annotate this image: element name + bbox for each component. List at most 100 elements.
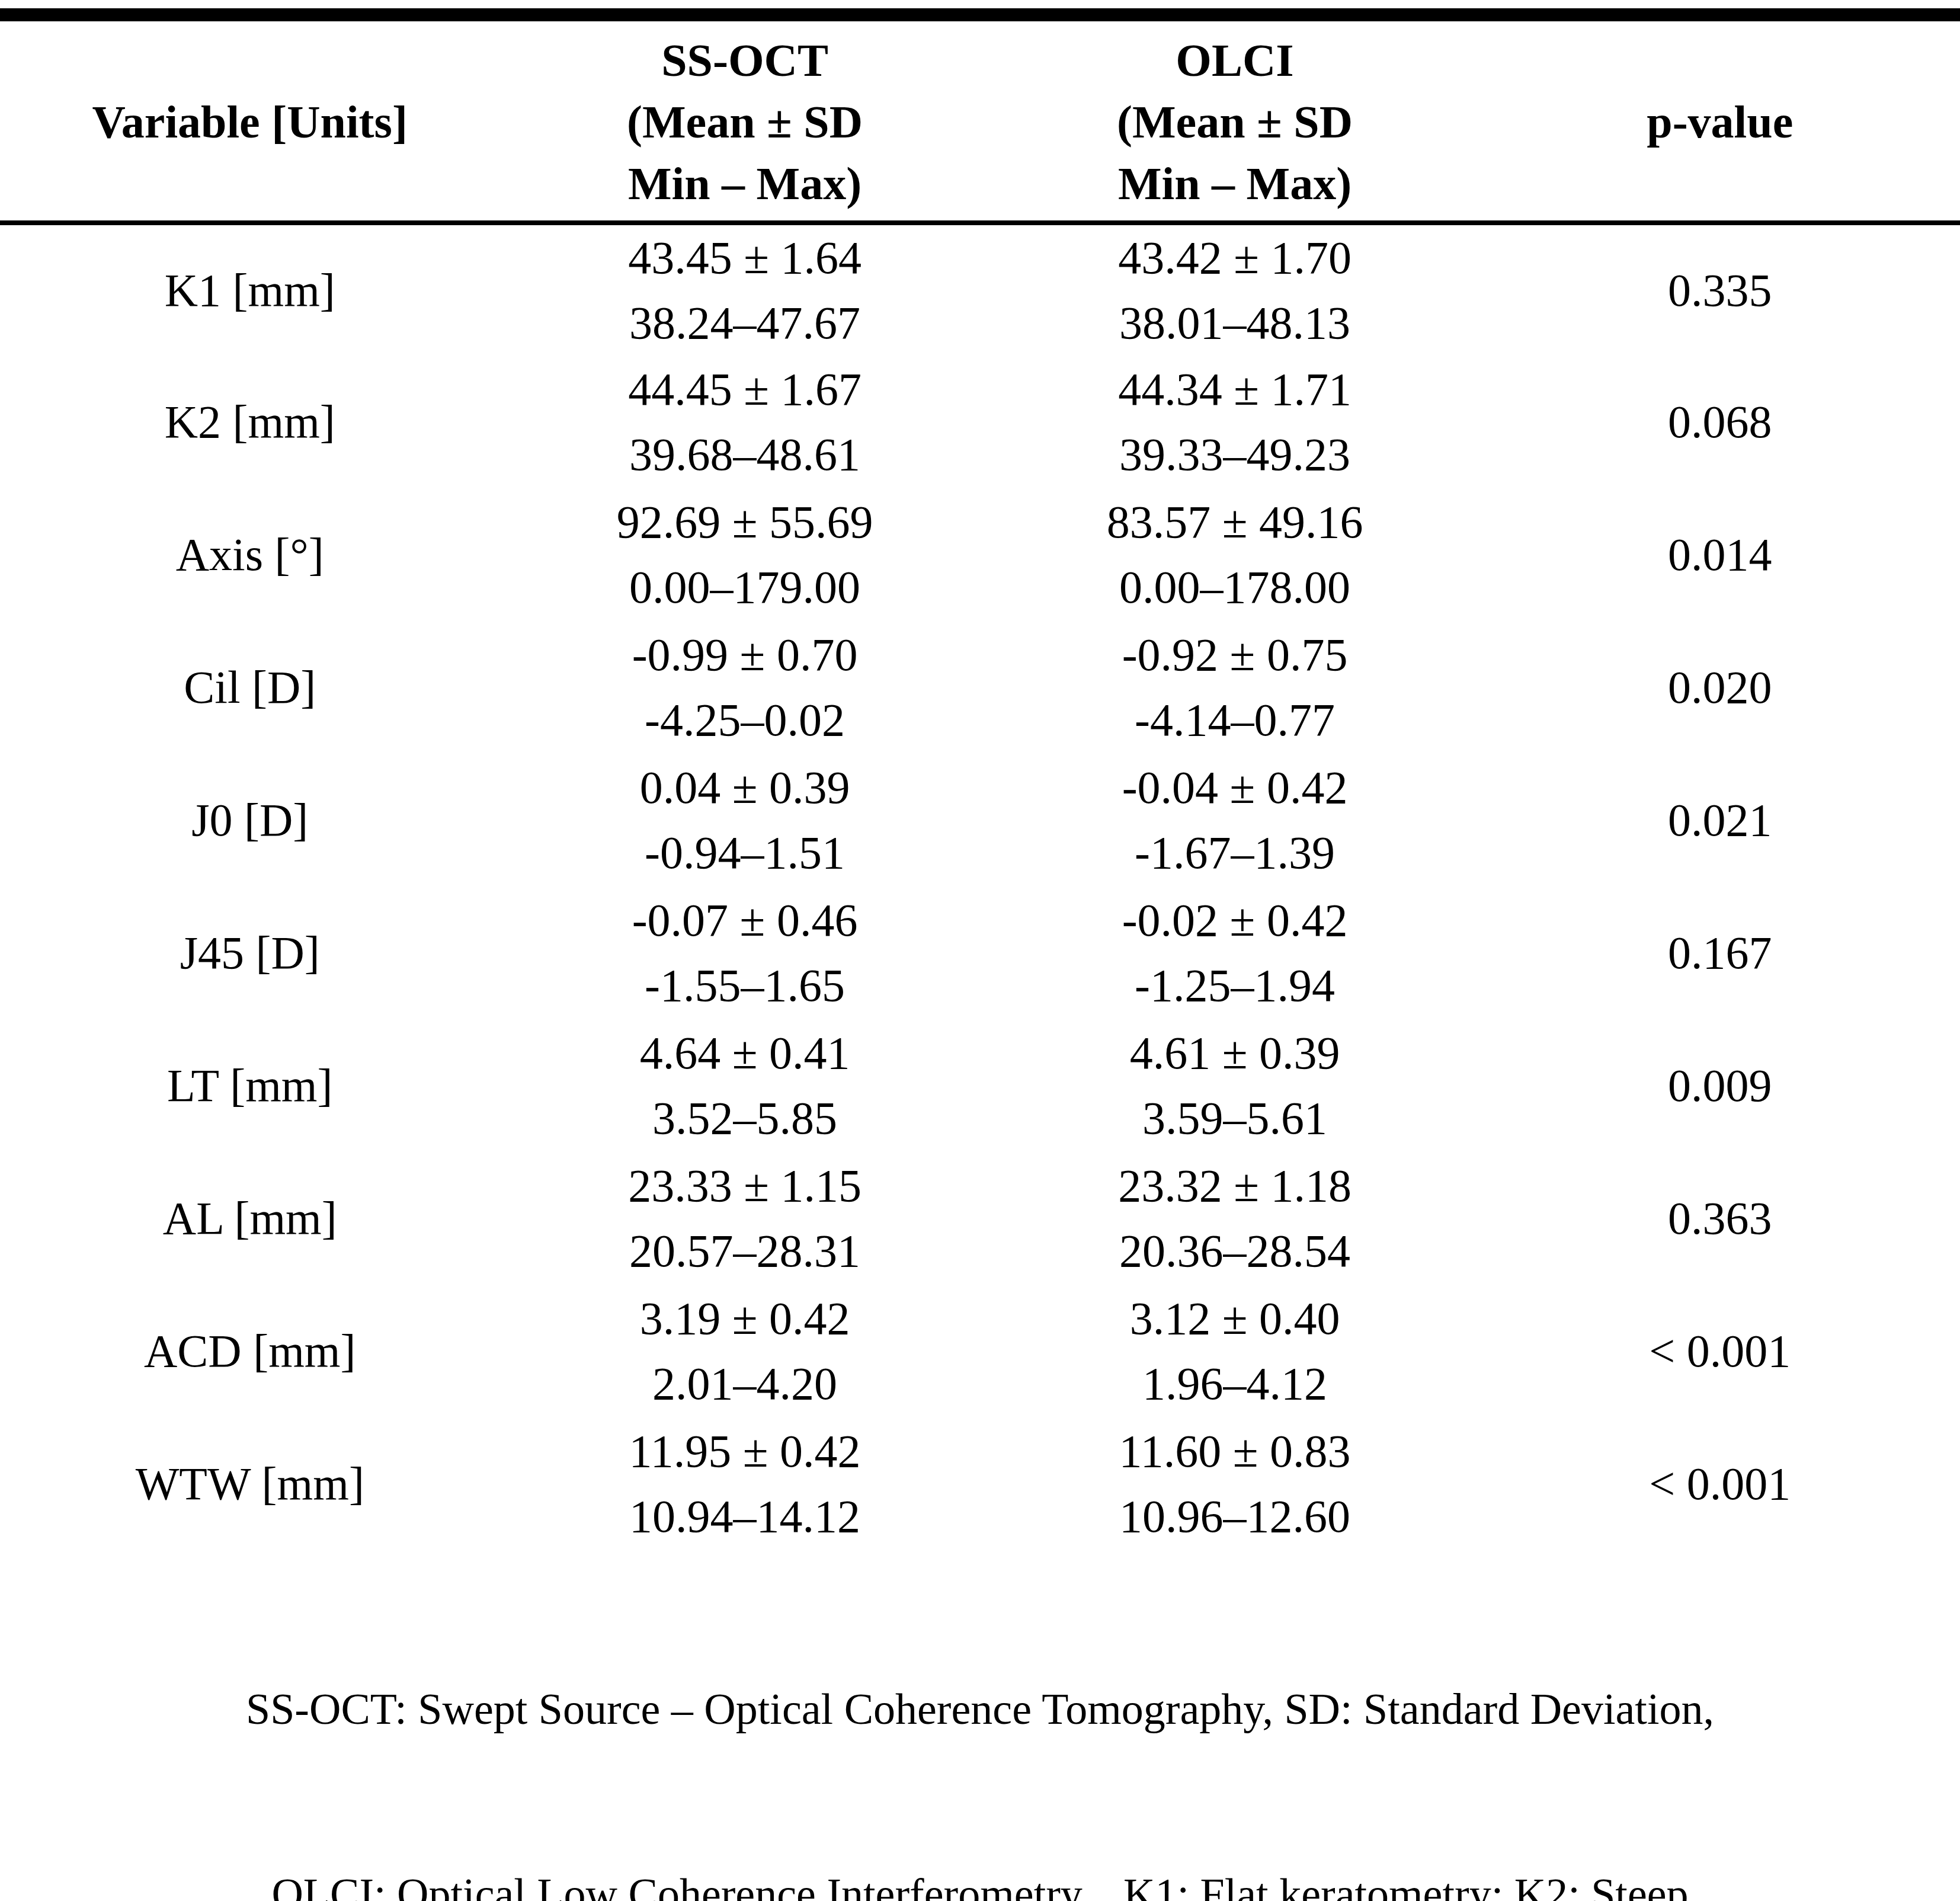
- col-header-pvalue: p-value: [1480, 15, 1960, 223]
- olci-header-line: Min – Max): [990, 153, 1480, 215]
- olci-cell: 23.32 ± 1.18 20.36–28.54: [990, 1152, 1480, 1285]
- mean-sd-value: 44.34 ± 1.71: [990, 357, 1480, 422]
- table-footnote: SS-OCT: Swept Source – Optical Coherence…: [0, 1555, 1960, 1901]
- table-row-j45: J45 [D] -0.07 ± 0.46 -1.55–1.65 -0.02 ± …: [0, 887, 1960, 1019]
- min-max-value: 10.94–14.12: [500, 1484, 990, 1549]
- footnote-line: SS-OCT: Swept Source – Optical Coherence…: [0, 1678, 1960, 1740]
- pvalue-cell: 0.009: [1480, 1019, 1960, 1152]
- mean-sd-value: 23.33 ± 1.15: [500, 1153, 990, 1218]
- min-max-value: 38.24–47.67: [500, 290, 990, 356]
- header-row: Variable [Units] SS-OCT (Mean ± SD Min –…: [0, 15, 1960, 223]
- mean-sd-value: -0.02 ± 0.42: [990, 888, 1480, 953]
- mean-sd-value: 43.45 ± 1.64: [500, 225, 990, 290]
- pvalue-cell: 0.021: [1480, 754, 1960, 887]
- ssoct-cell: 11.95 ± 0.42 10.94–14.12: [500, 1417, 990, 1550]
- min-max-value: 20.36–28.54: [990, 1218, 1480, 1284]
- min-max-value: 1.96–4.12: [990, 1351, 1480, 1416]
- ssoct-cell: 4.64 ± 0.41 3.52–5.85: [500, 1019, 990, 1152]
- table-row-k2: K2 [mm] 44.45 ± 1.67 39.68–48.61 44.34 ±…: [0, 356, 1960, 488]
- table-header: Variable [Units] SS-OCT (Mean ± SD Min –…: [0, 15, 1960, 223]
- col-header-ssoct: SS-OCT (Mean ± SD Min – Max): [500, 15, 990, 223]
- min-max-value: 0.00–179.00: [500, 555, 990, 620]
- ssoct-cell: 0.04 ± 0.39 -0.94–1.51: [500, 754, 990, 887]
- table-row-cil: Cil [D] -0.99 ± 0.70 -4.25–0.02 -0.92 ± …: [0, 621, 1960, 754]
- table-row-axis: Axis [°] 92.69 ± 55.69 0.00–179.00 83.57…: [0, 488, 1960, 621]
- mean-sd-value: -0.04 ± 0.42: [990, 755, 1480, 820]
- variable-cell: LT [mm]: [0, 1019, 500, 1152]
- pvalue-cell: < 0.001: [1480, 1285, 1960, 1417]
- olci-cell: 44.34 ± 1.71 39.33–49.23: [990, 356, 1480, 488]
- olci-cell: 83.57 ± 49.16 0.00–178.00: [990, 488, 1480, 621]
- olci-cell: 43.42 ± 1.70 38.01–48.13: [990, 223, 1480, 356]
- mean-sd-value: 11.95 ± 0.42: [500, 1419, 990, 1484]
- ssoct-header-line: SS-OCT: [500, 30, 990, 91]
- min-max-value: -1.25–1.94: [990, 953, 1480, 1018]
- min-max-value: 20.57–28.31: [500, 1218, 990, 1284]
- ssoct-header-line: Min – Max): [500, 153, 990, 215]
- variable-cell: K2 [mm]: [0, 356, 500, 488]
- ssoct-cell: 44.45 ± 1.67 39.68–48.61: [500, 356, 990, 488]
- olci-header-line: OLCI: [990, 30, 1480, 91]
- mean-sd-value: 83.57 ± 49.16: [990, 489, 1480, 555]
- pvalue-cell: 0.363: [1480, 1152, 1960, 1285]
- mean-sd-value: 11.60 ± 0.83: [990, 1419, 1480, 1484]
- mean-sd-value: -0.07 ± 0.46: [500, 888, 990, 953]
- variable-cell: Axis [°]: [0, 488, 500, 621]
- ssoct-cell: 23.33 ± 1.15 20.57–28.31: [500, 1152, 990, 1285]
- min-max-value: 0.00–178.00: [990, 555, 1480, 620]
- mean-sd-value: 3.12 ± 0.40: [990, 1286, 1480, 1351]
- min-max-value: 39.68–48.61: [500, 422, 990, 487]
- olci-cell: 11.60 ± 0.83 10.96–12.60: [990, 1417, 1480, 1550]
- pvalue-cell: < 0.001: [1480, 1417, 1960, 1550]
- mean-sd-value: 3.19 ± 0.42: [500, 1286, 990, 1351]
- ssoct-cell: -0.99 ± 0.70 -4.25–0.02: [500, 621, 990, 754]
- mean-sd-value: -0.99 ± 0.70: [500, 622, 990, 687]
- table-row-wtw: WTW [mm] 11.95 ± 0.42 10.94–14.12 11.60 …: [0, 1417, 1960, 1550]
- min-max-value: 39.33–49.23: [990, 422, 1480, 487]
- ssoct-cell: -0.07 ± 0.46 -1.55–1.65: [500, 887, 990, 1019]
- pvalue-cell: 0.167: [1480, 887, 1960, 1019]
- min-max-value: -4.14–0.77: [990, 687, 1480, 753]
- variable-cell: ACD [mm]: [0, 1285, 500, 1417]
- olci-header-line: (Mean ± SD: [990, 91, 1480, 153]
- variable-cell: WTW [mm]: [0, 1417, 500, 1550]
- ssoct-header-line: (Mean ± SD: [500, 91, 990, 153]
- olci-cell: 4.61 ± 0.39 3.59–5.61: [990, 1019, 1480, 1152]
- mean-sd-value: 23.32 ± 1.18: [990, 1153, 1480, 1218]
- min-max-value: 10.96–12.60: [990, 1484, 1480, 1549]
- min-max-value: 2.01–4.20: [500, 1351, 990, 1416]
- footnote-line: OLCI: Optical Low Coherence Interferomet…: [0, 1863, 1960, 1901]
- min-max-value: 3.59–5.61: [990, 1086, 1480, 1151]
- min-max-value: 38.01–48.13: [990, 290, 1480, 356]
- mean-sd-value: 43.42 ± 1.70: [990, 225, 1480, 290]
- ssoct-cell: 92.69 ± 55.69 0.00–179.00: [500, 488, 990, 621]
- variable-cell: AL [mm]: [0, 1152, 500, 1285]
- table-row-lt: LT [mm] 4.64 ± 0.41 3.52–5.85 4.61 ± 0.3…: [0, 1019, 1960, 1152]
- olci-cell: 3.12 ± 0.40 1.96–4.12: [990, 1285, 1480, 1417]
- pvalue-cell: 0.335: [1480, 223, 1960, 356]
- variable-cell: J0 [D]: [0, 754, 500, 887]
- mean-sd-value: 4.64 ± 0.41: [500, 1020, 990, 1086]
- mean-sd-value: 4.61 ± 0.39: [990, 1020, 1480, 1086]
- variable-cell: Cil [D]: [0, 621, 500, 754]
- col-header-olci: OLCI (Mean ± SD Min – Max): [990, 15, 1480, 223]
- min-max-value: -1.55–1.65: [500, 953, 990, 1018]
- variable-cell: J45 [D]: [0, 887, 500, 1019]
- table-row-j0: J0 [D] 0.04 ± 0.39 -0.94–1.51 -0.04 ± 0.…: [0, 754, 1960, 887]
- min-max-value: -0.94–1.51: [500, 820, 990, 885]
- mean-sd-value: -0.92 ± 0.75: [990, 622, 1480, 687]
- measurements-table: Variable [Units] SS-OCT (Mean ± SD Min –…: [0, 8, 1960, 1550]
- olci-cell: -0.92 ± 0.75 -4.14–0.77: [990, 621, 1480, 754]
- table-row-al: AL [mm] 23.33 ± 1.15 20.57–28.31 23.32 ±…: [0, 1152, 1960, 1285]
- min-max-value: -4.25–0.02: [500, 687, 990, 753]
- pvalue-cell: 0.068: [1480, 356, 1960, 488]
- olci-cell: -0.02 ± 0.42 -1.25–1.94: [990, 887, 1480, 1019]
- ssoct-cell: 3.19 ± 0.42 2.01–4.20: [500, 1285, 990, 1417]
- olci-cell: -0.04 ± 0.42 -1.67–1.39: [990, 754, 1480, 887]
- table-row-acd: ACD [mm] 3.19 ± 0.42 2.01–4.20 3.12 ± 0.…: [0, 1285, 1960, 1417]
- pvalue-cell: 0.020: [1480, 621, 1960, 754]
- min-max-value: -1.67–1.39: [990, 820, 1480, 885]
- variable-cell: K1 [mm]: [0, 223, 500, 356]
- table-row-k1: K1 [mm] 43.45 ± 1.64 38.24–47.67 43.42 ±…: [0, 223, 1960, 356]
- mean-sd-value: 92.69 ± 55.69: [500, 489, 990, 555]
